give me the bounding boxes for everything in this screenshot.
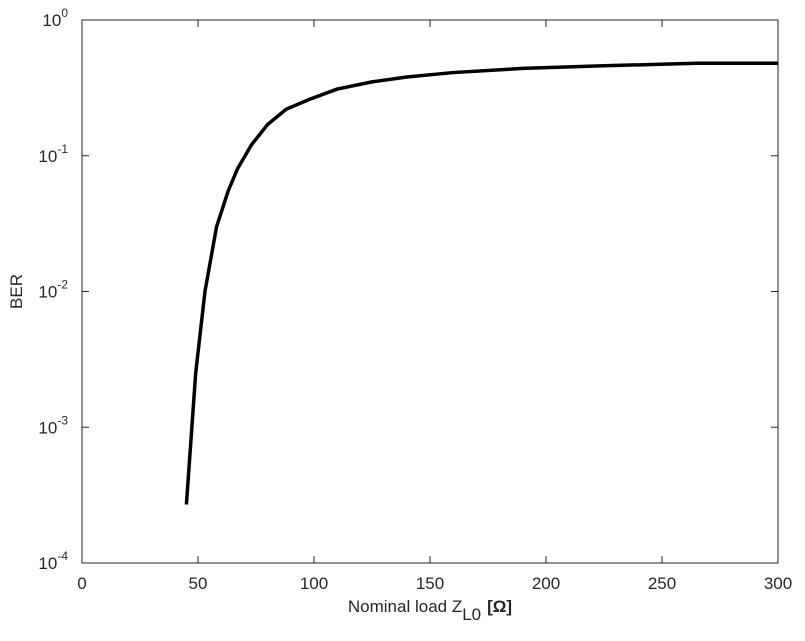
data-line (184, 61, 778, 505)
x-tick-label: 150 (416, 574, 444, 593)
y-tick-base: 10 (38, 554, 57, 573)
y-tick-label: 10-2 (38, 278, 68, 302)
y-tick-label: 10-1 (38, 142, 68, 166)
x-label-text: Nominal load Z (348, 597, 462, 616)
x-label-suffix: [Ω] (487, 597, 512, 616)
y-tick-base: 10 (38, 418, 57, 437)
y-tick-label: 10-4 (38, 549, 68, 573)
x-label-subscript: L0 (462, 605, 481, 624)
y-tick-exponent: -2 (57, 278, 68, 292)
x-tick-label: 0 (77, 574, 86, 593)
x-tick-label: 200 (532, 574, 560, 593)
y-tick-exponent: 0 (61, 6, 68, 20)
y-tick-label: 100 (42, 6, 68, 30)
y-tick-exponent: -1 (57, 142, 68, 156)
y-tick-label: 10-3 (38, 413, 68, 437)
y-tick-exponent: -4 (57, 549, 68, 563)
x-axis-label: Nominal load ZL0 [Ω] (348, 597, 512, 624)
y-tick-base: 10 (42, 11, 61, 30)
x-tick-label: 100 (300, 574, 328, 593)
x-tick-label: 250 (648, 574, 676, 593)
x-tick-label: 300 (764, 574, 792, 593)
y-tick-base: 10 (38, 147, 57, 166)
y-tick-exponent: -3 (57, 413, 68, 427)
y-tick-base: 10 (38, 283, 57, 302)
x-tick-label: 50 (189, 574, 208, 593)
y-axis-label: BER (7, 274, 26, 309)
